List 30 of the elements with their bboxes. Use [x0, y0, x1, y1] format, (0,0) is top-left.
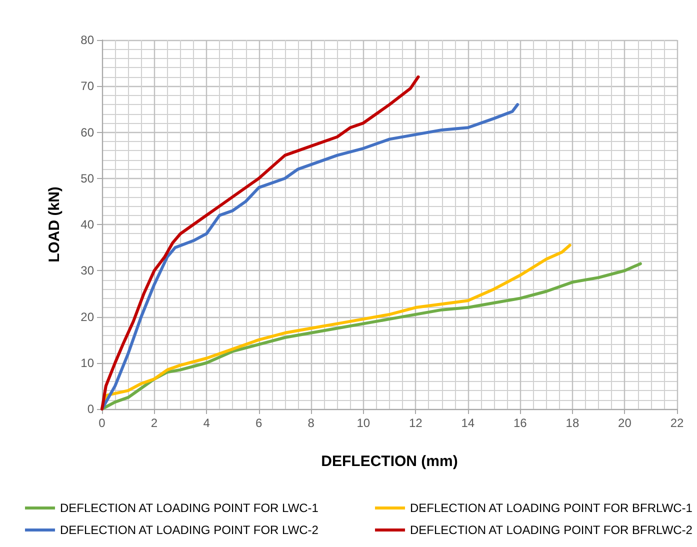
- x-tick-label: 0: [98, 416, 106, 430]
- legend-label: DEFLECTION AT LOADING POINT FOR BFRLWC-2: [410, 523, 693, 537]
- y-tick-label: 40: [80, 218, 94, 232]
- y-axis-title: LOAD (kN): [46, 186, 63, 262]
- legend-label: DEFLECTION AT LOADING POINT FOR LWC-2: [60, 523, 319, 537]
- legend-label: DEFLECTION AT LOADING POINT FOR BFRLWC-1: [410, 501, 693, 515]
- y-tick-label: 50: [80, 171, 94, 186]
- x-tick-label: 12: [408, 416, 423, 430]
- x-tick-label: 6: [255, 416, 262, 430]
- y-tick-label: 70: [80, 79, 94, 94]
- x-tick-label: 10: [356, 416, 370, 430]
- line-series: [100, 262, 642, 410]
- x-tick-label: 8: [308, 416, 315, 430]
- x-tick-label: 4: [203, 416, 210, 430]
- y-tick-label: 10: [80, 356, 94, 370]
- y-tick-label: 60: [80, 125, 94, 140]
- x-tick-label: 18: [566, 416, 580, 430]
- x-tick-label: 2: [150, 416, 158, 430]
- x-tick-label: 20: [618, 416, 632, 430]
- y-tick-label: 80: [80, 33, 94, 47]
- x-tick-label: 14: [461, 416, 475, 430]
- line-series: [100, 75, 420, 410]
- x-tick-label: 22: [670, 416, 684, 430]
- y-tick-label: 30: [80, 264, 94, 278]
- x-tick-label: 16: [514, 416, 528, 430]
- legend-label: DEFLECTION AT LOADING POINT FOR LWC-1: [60, 501, 319, 515]
- y-tick-label: 0: [87, 402, 94, 416]
- y-tick-label: 20: [80, 310, 94, 324]
- x-axis-title: DEFLECTION (mm): [321, 453, 458, 470]
- line-series: [100, 103, 520, 410]
